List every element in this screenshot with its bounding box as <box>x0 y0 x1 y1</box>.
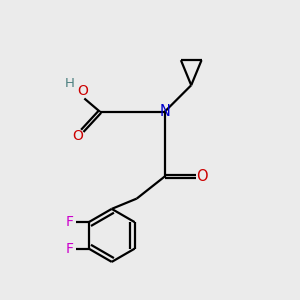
Text: O: O <box>72 129 83 143</box>
Text: O: O <box>196 169 208 184</box>
Text: O: O <box>77 84 88 98</box>
Text: H: H <box>65 77 75 90</box>
Text: N: N <box>159 104 170 119</box>
Text: F: F <box>66 215 74 229</box>
Text: F: F <box>66 242 74 256</box>
